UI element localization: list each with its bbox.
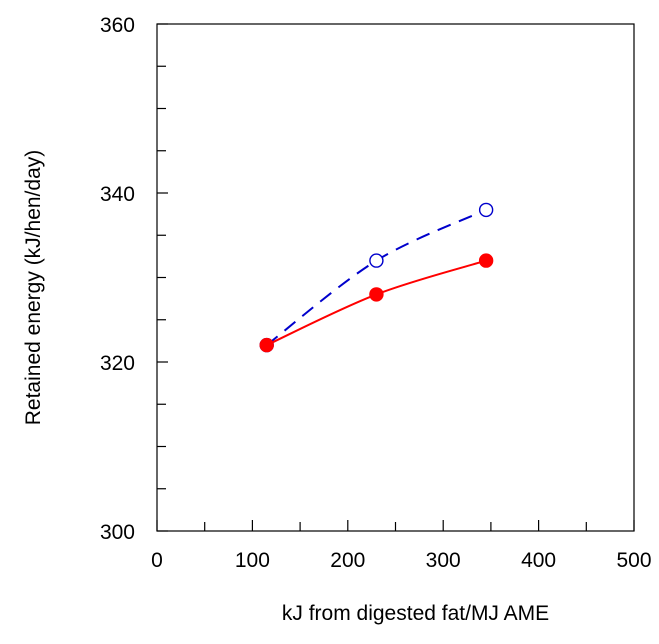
- y-axis-title: Retained energy (kJ/hen/day): [22, 150, 45, 426]
- series-2-point: [478, 202, 494, 218]
- axis-ticks: [156, 23, 635, 532]
- x-axis-title: kJ from digested fat/MJ AME: [282, 602, 549, 625]
- x-tick-label: 400: [521, 549, 556, 572]
- y-tick-label: 340: [100, 183, 135, 206]
- series-line-1: [266, 259, 487, 347]
- markers-layer: [259, 202, 494, 353]
- y-tick-label: 300: [100, 521, 135, 544]
- curves-layer: [266, 208, 487, 347]
- series-1-point: [369, 287, 384, 302]
- x-tick-label: 0: [151, 549, 163, 572]
- y-tick-label: 360: [100, 14, 135, 37]
- x-tick-label: 300: [426, 549, 461, 572]
- plot-area-frame: [156, 23, 635, 532]
- x-tick-label: 100: [235, 549, 270, 572]
- series-1-point: [259, 337, 274, 353]
- axis-tick-labels: 0 100 200 300 400 500 300 320 340 360: [100, 14, 652, 572]
- x-tick-label: 500: [616, 549, 651, 572]
- series-line-2: [266, 208, 487, 346]
- series-1-point: [478, 253, 494, 268]
- x-tick-label: 200: [330, 549, 365, 572]
- y-tick-label: 320: [100, 352, 135, 375]
- series-2-point: [369, 253, 384, 268]
